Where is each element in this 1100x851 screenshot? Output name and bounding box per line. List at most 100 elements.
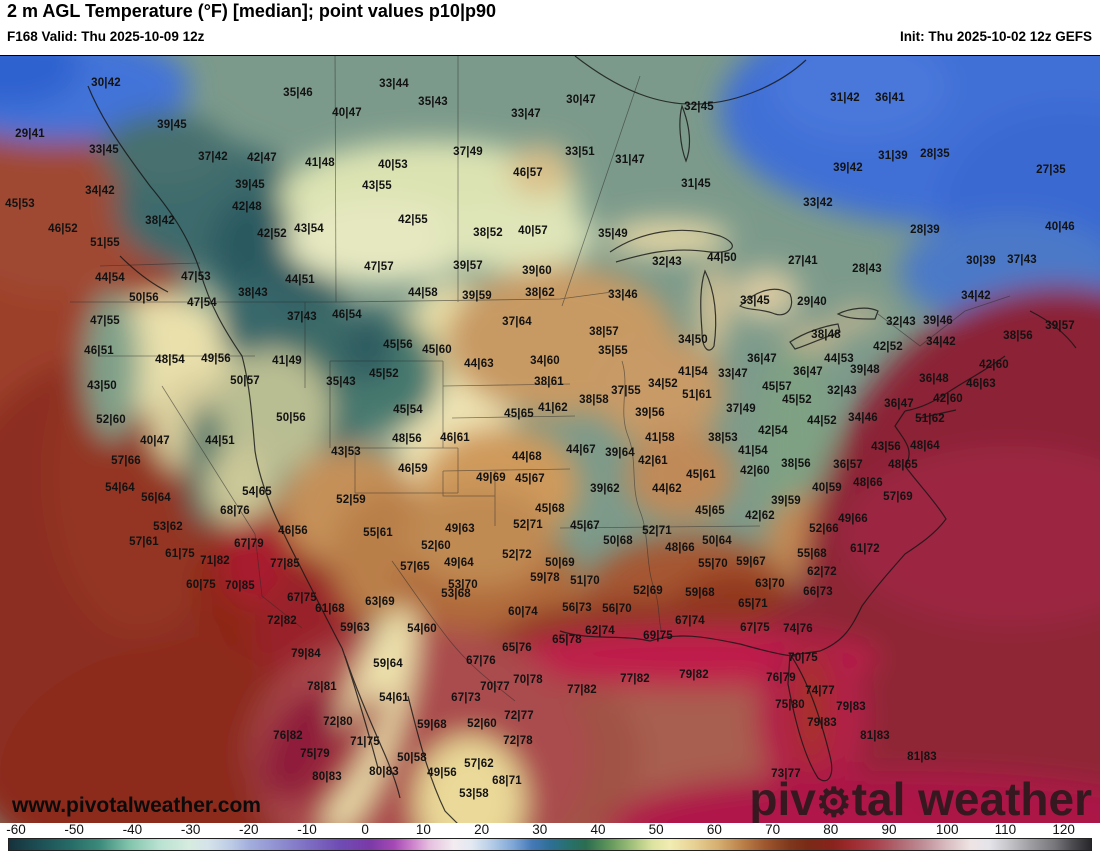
point-value: 79|83 bbox=[807, 717, 837, 729]
point-value: 50|68 bbox=[603, 535, 633, 547]
point-value: 30|42 bbox=[91, 77, 121, 89]
point-value: 79|82 bbox=[679, 669, 709, 681]
point-value: 34|60 bbox=[530, 355, 560, 367]
point-value: 30|47 bbox=[566, 94, 596, 106]
point-value: 44|67 bbox=[566, 444, 596, 456]
point-value: 59|67 bbox=[736, 556, 766, 568]
point-value: 55|70 bbox=[698, 558, 728, 570]
point-value: 32|43 bbox=[886, 316, 916, 328]
point-value: 47|57 bbox=[364, 261, 394, 273]
point-value: 46|61 bbox=[440, 432, 470, 444]
point-value: 32|43 bbox=[827, 385, 857, 397]
point-value: 34|42 bbox=[85, 185, 115, 197]
map-canvas[interactable]: www.pivotalweather.com piv⚙tal weather 3… bbox=[0, 55, 1100, 823]
point-value: 45|54 bbox=[393, 404, 423, 416]
point-value: 37|43 bbox=[1007, 254, 1037, 266]
point-value: 80|83 bbox=[312, 771, 342, 783]
point-value: 35|43 bbox=[326, 376, 356, 388]
colorbar-tick-label: 90 bbox=[881, 822, 897, 837]
point-value: 31|42 bbox=[830, 92, 860, 104]
point-value: 81|83 bbox=[907, 751, 937, 763]
point-value: 45|68 bbox=[535, 503, 565, 515]
header: 2 m AGL Temperature (°F) [median]; point… bbox=[0, 0, 1100, 55]
init-time-label: Init: Thu 2025-10-02 12z GEFS bbox=[899, 29, 1092, 44]
point-value: 38|48 bbox=[811, 329, 841, 341]
point-value: 49|69 bbox=[476, 472, 506, 484]
point-value: 63|69 bbox=[365, 596, 395, 608]
point-value: 36|48 bbox=[919, 373, 949, 385]
point-value: 45|67 bbox=[570, 520, 600, 532]
point-value: 46|59 bbox=[398, 463, 428, 475]
point-value: 32|45 bbox=[684, 101, 714, 113]
point-value: 42|60 bbox=[740, 465, 770, 477]
point-value: 52|72 bbox=[502, 549, 532, 561]
point-value: 45|52 bbox=[782, 394, 812, 406]
point-value: 39|42 bbox=[833, 162, 863, 174]
colorbar-tick-label: 70 bbox=[765, 822, 781, 837]
point-value: 33|45 bbox=[89, 144, 119, 156]
point-value: 45|65 bbox=[695, 505, 725, 517]
point-value: 55|61 bbox=[363, 527, 393, 539]
point-value: 51|62 bbox=[915, 413, 945, 425]
colorbar-tick-label: 110 bbox=[994, 822, 1017, 837]
point-value: 74|77 bbox=[805, 685, 835, 697]
point-value: 56|70 bbox=[602, 603, 632, 615]
gear-icon: ⚙ bbox=[815, 781, 852, 823]
point-value: 59|68 bbox=[685, 587, 715, 599]
point-value: 45|67 bbox=[515, 473, 545, 485]
point-value: 34|42 bbox=[926, 336, 956, 348]
point-value: 36|41 bbox=[875, 92, 905, 104]
point-value: 44|51 bbox=[205, 435, 235, 447]
point-value: 42|60 bbox=[979, 359, 1009, 371]
point-value: 45|65 bbox=[504, 408, 534, 420]
colorbar-ticks: -60 -50 -40 -30 -20 -10 0 10 20 30 40 50 60 70 80 90 100… bbox=[0, 822, 1100, 837]
point-value: 38|53 bbox=[708, 432, 738, 444]
point-value: 59|64 bbox=[373, 658, 403, 670]
point-value: 37|42 bbox=[198, 151, 228, 163]
point-value: 30|39 bbox=[966, 255, 996, 267]
page-title: 2 m AGL Temperature (°F) [median]; point… bbox=[7, 1, 496, 21]
point-value: 37|64 bbox=[502, 316, 532, 328]
point-value: 44|62 bbox=[652, 483, 682, 495]
state-borders bbox=[70, 56, 1011, 702]
point-value: 37|43 bbox=[287, 311, 317, 323]
point-value: 39|57 bbox=[453, 260, 483, 272]
point-value: 77|85 bbox=[270, 558, 300, 570]
point-value: 37|49 bbox=[453, 146, 483, 158]
point-value: 33|47 bbox=[718, 368, 748, 380]
point-value: 29|41 bbox=[15, 128, 45, 140]
point-value: 51|70 bbox=[570, 575, 600, 587]
temperature-shading bbox=[0, 56, 1100, 823]
point-value: 44|50 bbox=[707, 252, 737, 264]
point-value: 44|63 bbox=[464, 358, 494, 370]
point-value: 70|78 bbox=[513, 674, 543, 686]
point-value: 33|42 bbox=[803, 197, 833, 209]
point-value: 44|54 bbox=[95, 272, 125, 284]
point-value: 39|45 bbox=[235, 179, 265, 191]
point-value: 53|68 bbox=[441, 588, 471, 600]
point-value: 45|57 bbox=[762, 381, 792, 393]
point-value: 38|42 bbox=[145, 215, 175, 227]
colorbar-tick-label: 0 bbox=[361, 822, 369, 837]
point-value: 45|53 bbox=[5, 198, 35, 210]
point-value: 38|52 bbox=[473, 227, 503, 239]
point-value: 72|77 bbox=[504, 710, 534, 722]
point-value: 48|66 bbox=[665, 542, 695, 554]
colorbar-tick-label: 50 bbox=[648, 822, 664, 837]
point-value: 44|51 bbox=[285, 274, 315, 286]
point-value: 76|79 bbox=[766, 672, 796, 684]
point-value: 38|43 bbox=[238, 287, 268, 299]
point-value: 56|64 bbox=[141, 492, 171, 504]
point-value: 40|47 bbox=[140, 435, 170, 447]
point-value: 40|57 bbox=[518, 225, 548, 237]
point-value: 50|69 bbox=[545, 557, 575, 569]
point-value: 57|65 bbox=[400, 561, 430, 573]
point-value: 38|58 bbox=[579, 394, 609, 406]
point-value: 78|81 bbox=[307, 681, 337, 693]
point-value: 45|56 bbox=[383, 339, 413, 351]
point-value: 34|50 bbox=[678, 334, 708, 346]
watermark-brand: piv⚙tal weather bbox=[749, 776, 1092, 823]
point-value: 54|60 bbox=[407, 623, 437, 635]
point-value: 27|41 bbox=[788, 255, 818, 267]
colorbar: -60 -50 -40 -30 -20 -10 0 10 20 30 40 50 60 70 80 90 100… bbox=[0, 822, 1100, 851]
